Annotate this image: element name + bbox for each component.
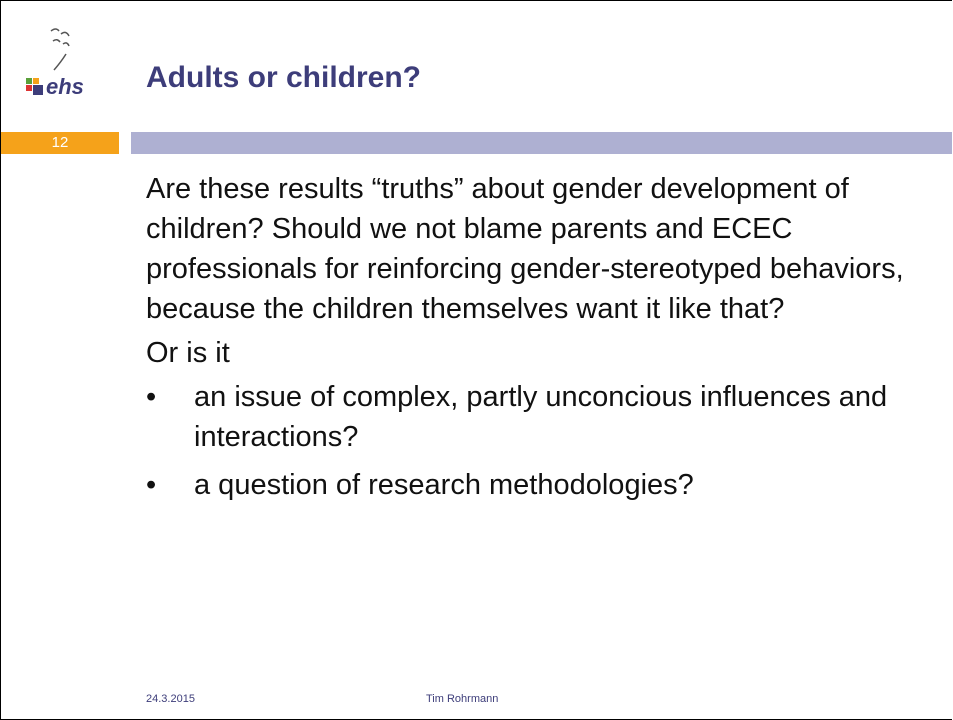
logo-text: ehs — [46, 74, 84, 99]
logo: ehs — [26, 28, 84, 99]
title: Adults or children? — [146, 61, 422, 94]
slide-number: 12 — [1, 132, 119, 154]
bullet: a question of research methodologies? — [146, 465, 936, 505]
paragraph: Or is it — [146, 337, 230, 369]
bullet: an issue of complex, partly unconcious i… — [146, 377, 936, 457]
paragraph: Are these results “truths” about gender … — [146, 173, 904, 325]
footer-date: 24.3.2015 — [146, 693, 195, 705]
title-bar — [131, 132, 952, 154]
body: Are these results “truths” about gender … — [146, 169, 936, 513]
footer-author: Tim Rohrmann — [426, 693, 499, 705]
bullet-list: an issue of complex, partly unconcious i… — [146, 377, 936, 505]
